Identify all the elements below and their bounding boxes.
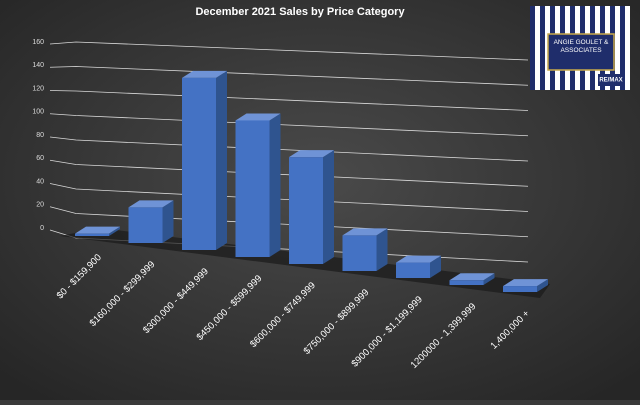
bar-top: [503, 279, 548, 287]
bar-top: [289, 150, 334, 158]
bar-side: [483, 273, 495, 285]
bar: [449, 280, 484, 285]
y-tick-label: 160: [32, 39, 44, 46]
y-tick-label: 80: [36, 132, 44, 139]
bar: [503, 286, 537, 292]
y-tick-label: 40: [36, 178, 44, 185]
bar-side: [376, 228, 388, 271]
grid-line: [49, 66, 529, 86]
grid-line: [49, 159, 529, 187]
bar-top: [75, 226, 120, 234]
grid-line: [49, 183, 529, 212]
y-tick-label: 60: [36, 155, 44, 162]
y-tick-label: 100: [32, 109, 44, 116]
bar: [396, 262, 430, 278]
bar: [235, 120, 270, 257]
bar-top: [182, 70, 227, 78]
y-tick-label: 120: [32, 85, 44, 92]
bar-top: [449, 273, 495, 281]
bar-top: [128, 200, 174, 208]
bar-side: [537, 279, 548, 292]
logo-name: ANGIE GOULET & ASSOCIATES: [553, 39, 609, 54]
bar-side: [109, 226, 120, 236]
grid-line: [49, 90, 529, 111]
bar: [289, 157, 323, 264]
y-tick-label: 140: [32, 62, 44, 69]
bar-top: [235, 113, 281, 121]
bar-side: [162, 200, 174, 243]
logo: ANGIE GOULET & ASSOCIATES RE/MAX: [530, 6, 630, 90]
bar-top: [396, 255, 441, 263]
y-tick-label: 0: [40, 225, 44, 232]
bar-side: [323, 150, 334, 264]
bar-side: [430, 255, 441, 278]
grid-line: [49, 113, 529, 137]
grid-line: [49, 41, 529, 61]
bar: [75, 233, 109, 236]
chart-title: December 2021 Sales by Price Category: [195, 6, 405, 18]
logo-box: [547, 33, 615, 71]
logo-brand: RE/MAX: [599, 78, 622, 84]
bar-side: [269, 113, 281, 257]
bar: [128, 207, 163, 243]
bar: [342, 235, 377, 271]
grid-line: [49, 136, 529, 162]
bar: [182, 77, 216, 250]
logo-brand-box: [598, 74, 624, 86]
bar-side: [216, 70, 227, 250]
bar-top: [342, 228, 388, 236]
y-tick-label: 20: [36, 202, 44, 209]
logo-text-box: ANGIE GOULET & ASSOCIATES: [553, 39, 609, 54]
